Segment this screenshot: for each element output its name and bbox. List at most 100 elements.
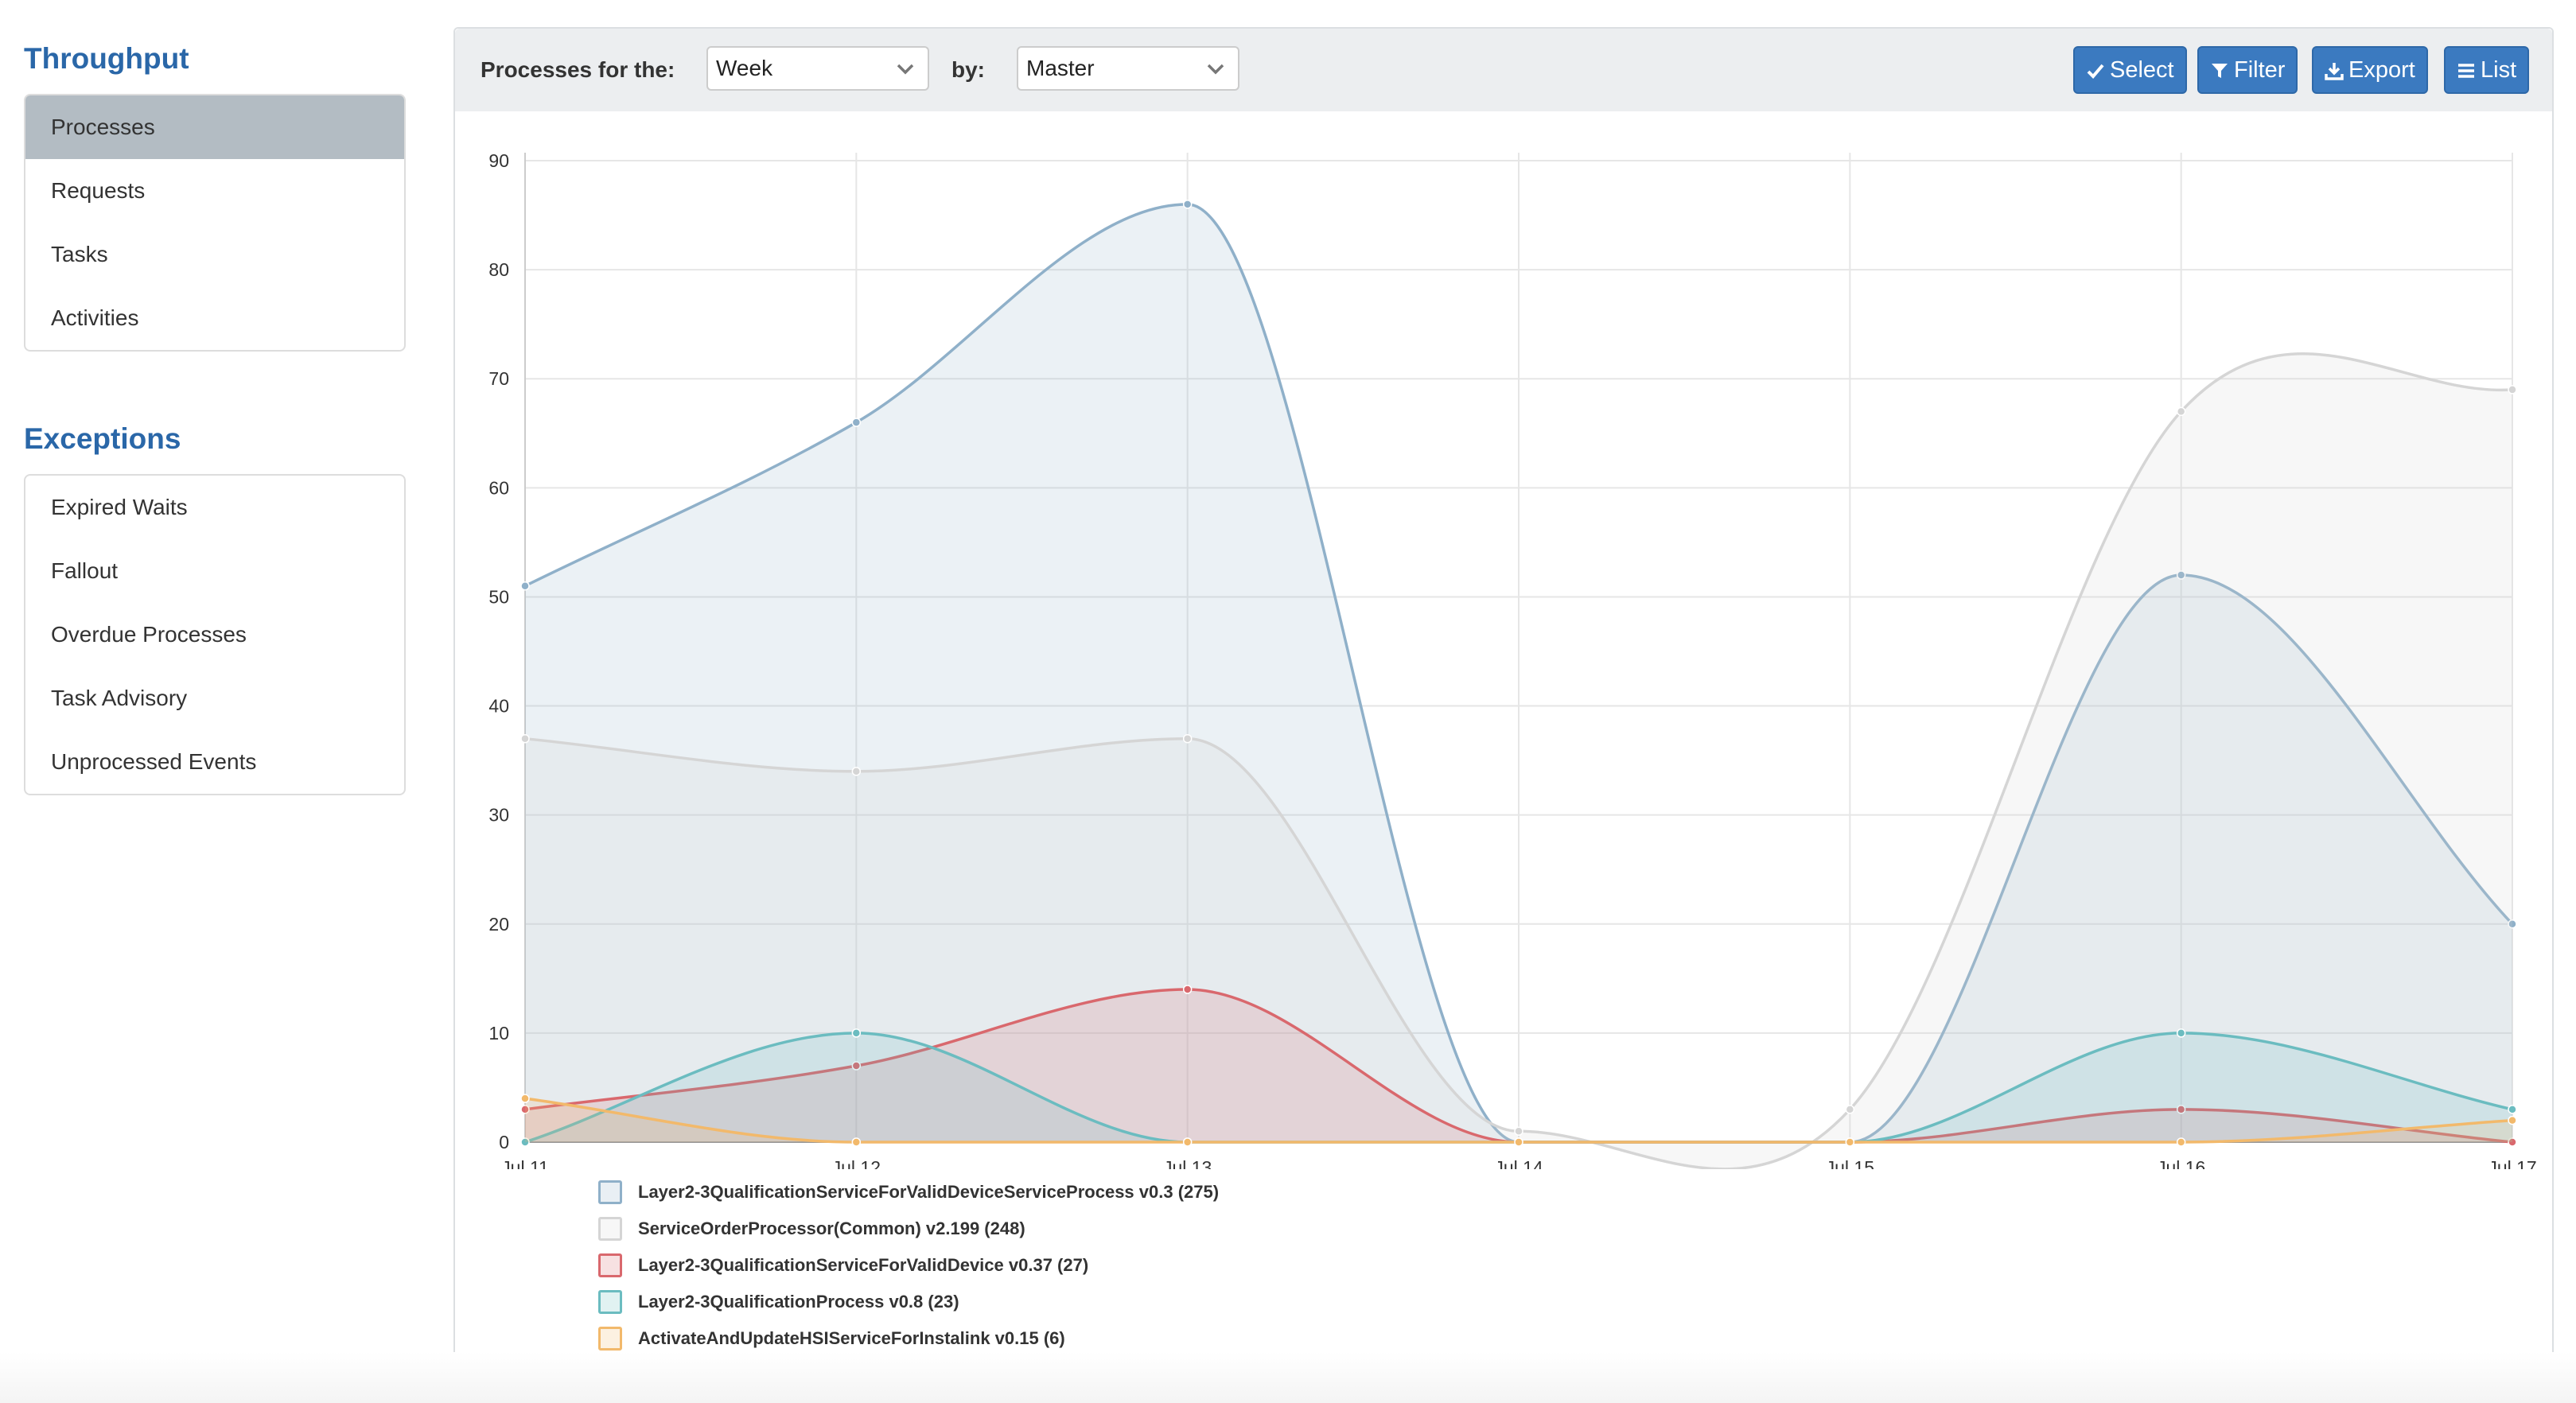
- y-tick-label: 10: [488, 1023, 509, 1044]
- legend-label: Layer2-3QualificationProcess v0.8 (23): [638, 1292, 959, 1312]
- data-point: [2508, 385, 2517, 394]
- data-point: [520, 1094, 530, 1103]
- legend-swatch: [598, 1180, 622, 1204]
- chevron-down-icon: [1207, 64, 1224, 75]
- legend-item[interactable]: Layer2-3QualificationProcess v0.8 (23): [598, 1284, 1219, 1320]
- data-point: [520, 733, 530, 744]
- list-icon: [2458, 64, 2474, 78]
- series-area: [525, 204, 2512, 1142]
- filter-icon: [2212, 64, 2228, 78]
- x-tick-label: Jul 11: [501, 1157, 549, 1169]
- data-point: [851, 418, 862, 427]
- data-point: [1514, 1126, 1523, 1137]
- y-tick-label: 30: [488, 805, 509, 826]
- legend-item[interactable]: Layer2-3QualificationServiceForValidDevi…: [598, 1247, 1219, 1284]
- data-point: [851, 1061, 862, 1071]
- chart-legend: Layer2-3QualificationServiceForValidDevi…: [598, 1174, 1219, 1357]
- series-area: [525, 989, 2512, 1142]
- data-point: [2176, 570, 2186, 580]
- download-icon: [2325, 63, 2344, 80]
- sidebar-item-unprocessed-events[interactable]: Unprocessed Events: [51, 749, 257, 774]
- by-select-value: Master: [1026, 56, 1095, 80]
- data-point: [2508, 1115, 2517, 1125]
- by-select[interactable]: Master: [1017, 46, 1239, 91]
- legend-item[interactable]: Layer2-3QualificationServiceForValidDevi…: [598, 1174, 1219, 1211]
- toolbar: Processes for the: Week by: Master Selec…: [455, 29, 2552, 111]
- x-tick-label: Jul 13: [1163, 1157, 1212, 1169]
- data-point: [1845, 1105, 1855, 1114]
- legend-label: Layer2-3QualificationServiceForValidDevi…: [638, 1255, 1089, 1275]
- sidebar-item-processes[interactable]: Processes: [25, 95, 404, 159]
- check-icon: [2087, 64, 2104, 79]
- data-point: [851, 1137, 862, 1147]
- x-tick-label: Jul 16: [2157, 1157, 2205, 1169]
- y-tick-label: 20: [488, 914, 509, 935]
- sidebar-item-task-advisory[interactable]: Task Advisory: [51, 686, 188, 710]
- period-label: Processes for the:: [481, 57, 675, 82]
- data-point: [1182, 1137, 1193, 1147]
- throughput-nav: Processes Requests Tasks Activities: [24, 94, 406, 352]
- data-point: [2176, 406, 2186, 417]
- y-tick-label: 40: [488, 696, 509, 717]
- exceptions-title: Exceptions: [24, 422, 181, 455]
- sidebar-item-expired-waits[interactable]: Expired Waits: [51, 495, 188, 519]
- data-point: [2508, 919, 2517, 929]
- sidebar-item-tasks[interactable]: Tasks: [51, 242, 108, 266]
- data-point: [1182, 200, 1193, 209]
- page-footer-shade: [0, 1352, 2576, 1403]
- y-tick-label: 80: [488, 259, 509, 280]
- legend-swatch: [598, 1290, 622, 1314]
- exceptions-nav: Expired Waits Fallout Overdue Processes …: [24, 474, 406, 795]
- data-point: [2176, 1028, 2186, 1038]
- data-point: [1845, 1137, 1855, 1147]
- legend-swatch: [598, 1253, 622, 1277]
- throughput-area-chart: 0 10 20 30 40 50 60 70 80 90 Jul 11 Jul 12 Jul 13 Jul…: [488, 150, 2537, 1169]
- legend-label: Layer2-3QualificationServiceForValidDevi…: [638, 1182, 1220, 1202]
- data-point: [2176, 1137, 2186, 1147]
- data-point: [2508, 1137, 2517, 1147]
- period-select[interactable]: Week: [706, 46, 929, 91]
- legend-item[interactable]: ActivateAndUpdateHSIServiceForInstalink …: [598, 1320, 1219, 1357]
- select-button-label: Select: [2110, 57, 2174, 83]
- y-tick-label: 90: [488, 150, 509, 171]
- data-point: [851, 1028, 862, 1038]
- throughput-title: Throughput: [24, 42, 189, 75]
- x-tick-label: Jul 15: [1826, 1157, 1874, 1169]
- data-point: [520, 1137, 530, 1147]
- chevron-down-icon: [897, 64, 914, 75]
- filter-button[interactable]: Filter: [2197, 46, 2298, 94]
- legend-label: ActivateAndUpdateHSIServiceForInstalink …: [638, 1328, 1065, 1348]
- x-tick-label: Jul 12: [832, 1157, 881, 1169]
- data-point: [1514, 1137, 1523, 1147]
- legend-swatch: [598, 1327, 622, 1351]
- filter-button-label: Filter: [2234, 57, 2286, 83]
- sidebar-item-requests[interactable]: Requests: [51, 178, 146, 203]
- chart-panel: Processes for the: Week by: Master Selec…: [453, 27, 2554, 1389]
- data-point: [2176, 1105, 2186, 1114]
- legend-swatch: [598, 1217, 622, 1241]
- series-area: [525, 353, 2512, 1169]
- data-point: [520, 581, 530, 591]
- sidebar-item-activities[interactable]: Activities: [51, 305, 139, 330]
- list-button-label: List: [2481, 57, 2517, 83]
- select-button[interactable]: Select: [2073, 46, 2187, 94]
- data-point: [1182, 733, 1193, 744]
- data-point: [2508, 1105, 2517, 1114]
- list-button[interactable]: List: [2444, 46, 2530, 94]
- legend-item[interactable]: ServiceOrderProcessor(Common) v2.199 (24…: [598, 1211, 1219, 1247]
- x-tick-label: Jul 14: [1494, 1157, 1543, 1169]
- sidebar: Throughput Processes Requests Tasks Acti…: [24, 38, 406, 862]
- y-tick-label: 60: [488, 477, 509, 498]
- x-tick-label: Jul 17: [2488, 1157, 2536, 1169]
- period-select-value: Week: [716, 56, 773, 80]
- y-tick-label: 50: [488, 586, 509, 607]
- legend-label: ServiceOrderProcessor(Common) v2.199 (24…: [638, 1218, 1025, 1238]
- sidebar-item-overdue-processes[interactable]: Overdue Processes: [51, 622, 247, 647]
- by-label: by:: [951, 57, 985, 82]
- y-tick-label: 70: [488, 368, 509, 389]
- export-button[interactable]: Export: [2312, 46, 2428, 94]
- export-button-label: Export: [2348, 57, 2415, 83]
- sidebar-item-fallout[interactable]: Fallout: [51, 558, 119, 583]
- y-tick-label: 0: [499, 1132, 509, 1152]
- data-point: [520, 1105, 530, 1114]
